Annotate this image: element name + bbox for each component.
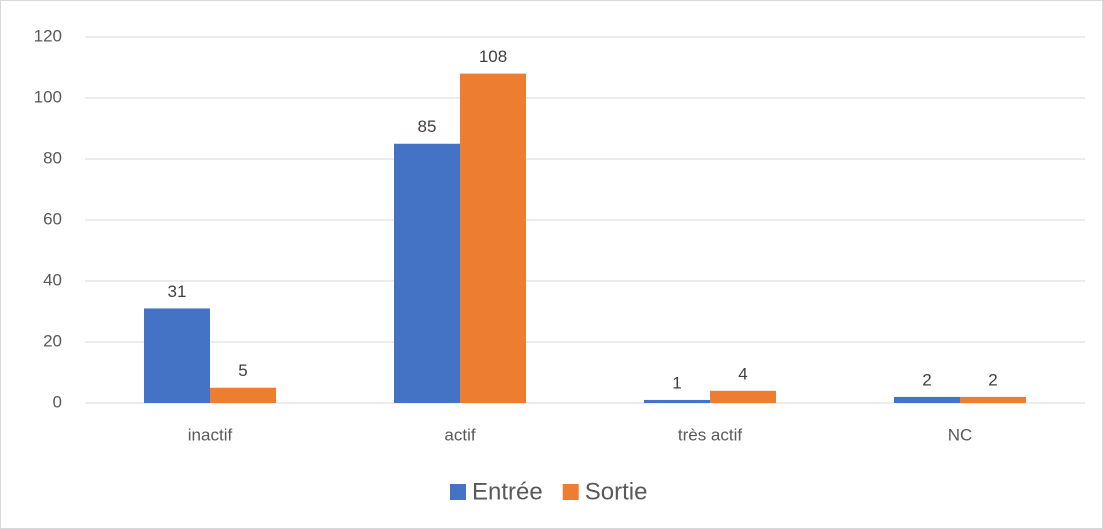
y-tick-label: 80 <box>43 148 62 167</box>
data-label: 2 <box>922 370 931 389</box>
data-label: 4 <box>738 364 747 383</box>
y-tick-label: 20 <box>43 331 62 350</box>
data-label: 5 <box>238 361 247 380</box>
legend-label: Sortie <box>585 478 648 505</box>
y-tick-label: 40 <box>43 270 62 289</box>
x-tick-label: NC <box>948 425 973 444</box>
bar <box>644 399 710 403</box>
bar <box>960 396 1026 403</box>
bar <box>894 396 960 403</box>
x-tick-label: très actif <box>678 425 743 444</box>
x-tick-label: actif <box>444 425 475 444</box>
data-label: 31 <box>168 282 187 301</box>
bar <box>210 387 276 403</box>
y-tick-label: 0 <box>53 392 62 411</box>
data-label: 85 <box>418 117 437 136</box>
y-tick-label: 60 <box>43 209 62 228</box>
data-label: 2 <box>988 370 997 389</box>
x-tick-label: inactif <box>188 425 233 444</box>
legend-swatch <box>450 484 466 500</box>
y-tick-label: 120 <box>34 26 62 45</box>
bar <box>144 308 210 403</box>
bar <box>710 390 776 403</box>
data-label: 108 <box>479 47 507 66</box>
bar <box>394 143 460 403</box>
bar <box>460 73 526 403</box>
legend-label: Entrée <box>472 478 543 505</box>
legend-swatch <box>562 484 579 500</box>
y-tick-label: 100 <box>34 87 62 106</box>
data-label: 1 <box>672 373 681 392</box>
